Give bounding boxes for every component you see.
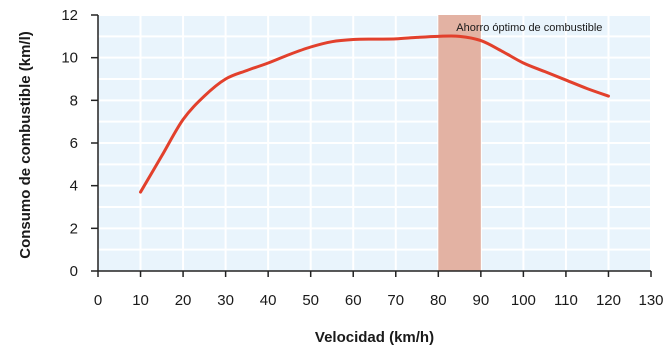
y-tick-label: 12 — [61, 7, 78, 24]
x-tick-label: 100 — [511, 292, 536, 309]
x-tick-label: 50 — [302, 292, 319, 309]
y-tick-label: 6 — [70, 135, 78, 152]
x-tick-label: 60 — [345, 292, 362, 309]
x-tick-label: 20 — [175, 292, 192, 309]
y-tick-label: 4 — [70, 178, 78, 195]
y-tick-label: 2 — [70, 220, 78, 237]
y-tick-label: 8 — [70, 92, 78, 109]
y-tick-label: 0 — [70, 263, 78, 280]
x-tick-label: 10 — [132, 292, 149, 309]
fuel-consumption-line — [139, 34, 610, 194]
x-tick-label: 40 — [260, 292, 277, 309]
x-tick-label: 120 — [596, 292, 621, 309]
x-tick-label: 130 — [638, 292, 663, 309]
x-tick-label: 110 — [554, 292, 578, 309]
optimal-band-annotation: Ahorro óptimo de combustible — [456, 22, 602, 34]
y-tick-label: 10 — [61, 50, 78, 67]
x-axis-title: Velocidad (km/h) — [315, 329, 434, 346]
x-tick-label: 90 — [473, 292, 490, 309]
grid-lines — [98, 14, 652, 271]
y-axis-title: Consumo de combustible (km/l) — [17, 31, 34, 259]
x-tick-label: 70 — [387, 292, 404, 309]
optimal-speed-band — [438, 15, 481, 271]
x-tick-label: 0 — [94, 292, 102, 309]
x-tick-label: 30 — [217, 292, 234, 309]
x-tick-label: 80 — [430, 292, 447, 309]
